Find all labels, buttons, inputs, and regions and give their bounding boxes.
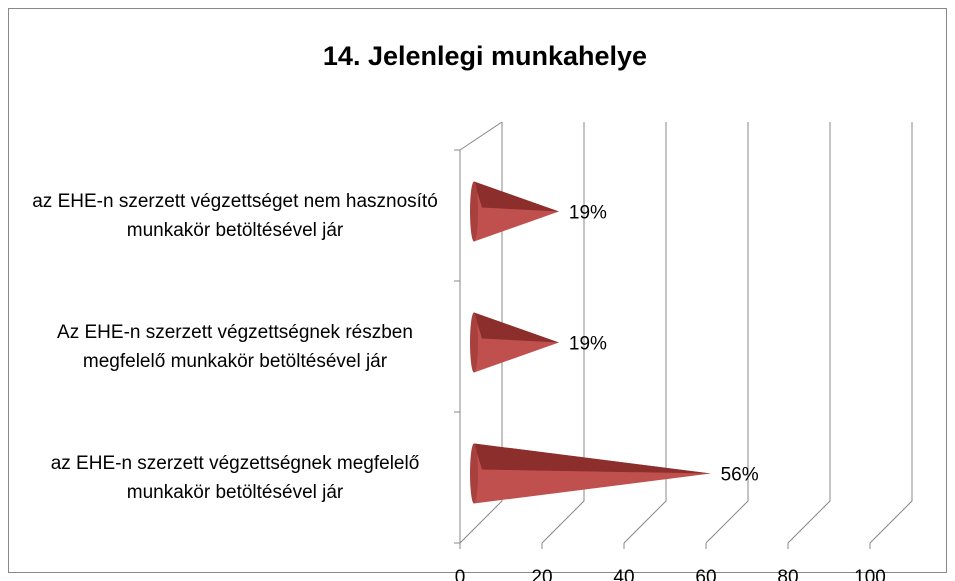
cone-shade — [474, 443, 711, 474]
x-tick-label: 80 — [777, 567, 798, 581]
category-label: az EHE-n szerzett végzettségnek megfelel… — [50, 452, 420, 503]
x-tick-label: 0 — [455, 567, 466, 581]
category-label: az EHE-n szerzett végzettséget nem haszn… — [32, 190, 438, 241]
category-label: Az EHE-n szerzett végzettségnek részben … — [57, 321, 413, 372]
grid-line — [623, 122, 667, 544]
x-tick-label: 40 — [613, 567, 634, 581]
value-label: 56% — [721, 465, 759, 486]
cone-base — [470, 443, 478, 504]
cone-shade — [474, 312, 559, 343]
x-tick-label: 20 — [531, 567, 552, 581]
cone-shade — [474, 181, 559, 212]
value-label: 19% — [569, 334, 607, 355]
grid-line — [459, 122, 503, 544]
cone-base — [470, 181, 478, 242]
wall-edge — [459, 121, 503, 151]
chart-title: 14. Jelenlegi munkahelye — [323, 41, 647, 71]
x-tick-label: 100 — [854, 567, 886, 581]
grid-line — [541, 122, 585, 544]
grid-line — [705, 122, 749, 544]
x-tick-label: 60 — [695, 567, 716, 581]
value-label: 19% — [569, 203, 607, 224]
cone-base — [470, 312, 478, 373]
grid-line — [787, 122, 831, 544]
grid-line — [869, 122, 913, 544]
